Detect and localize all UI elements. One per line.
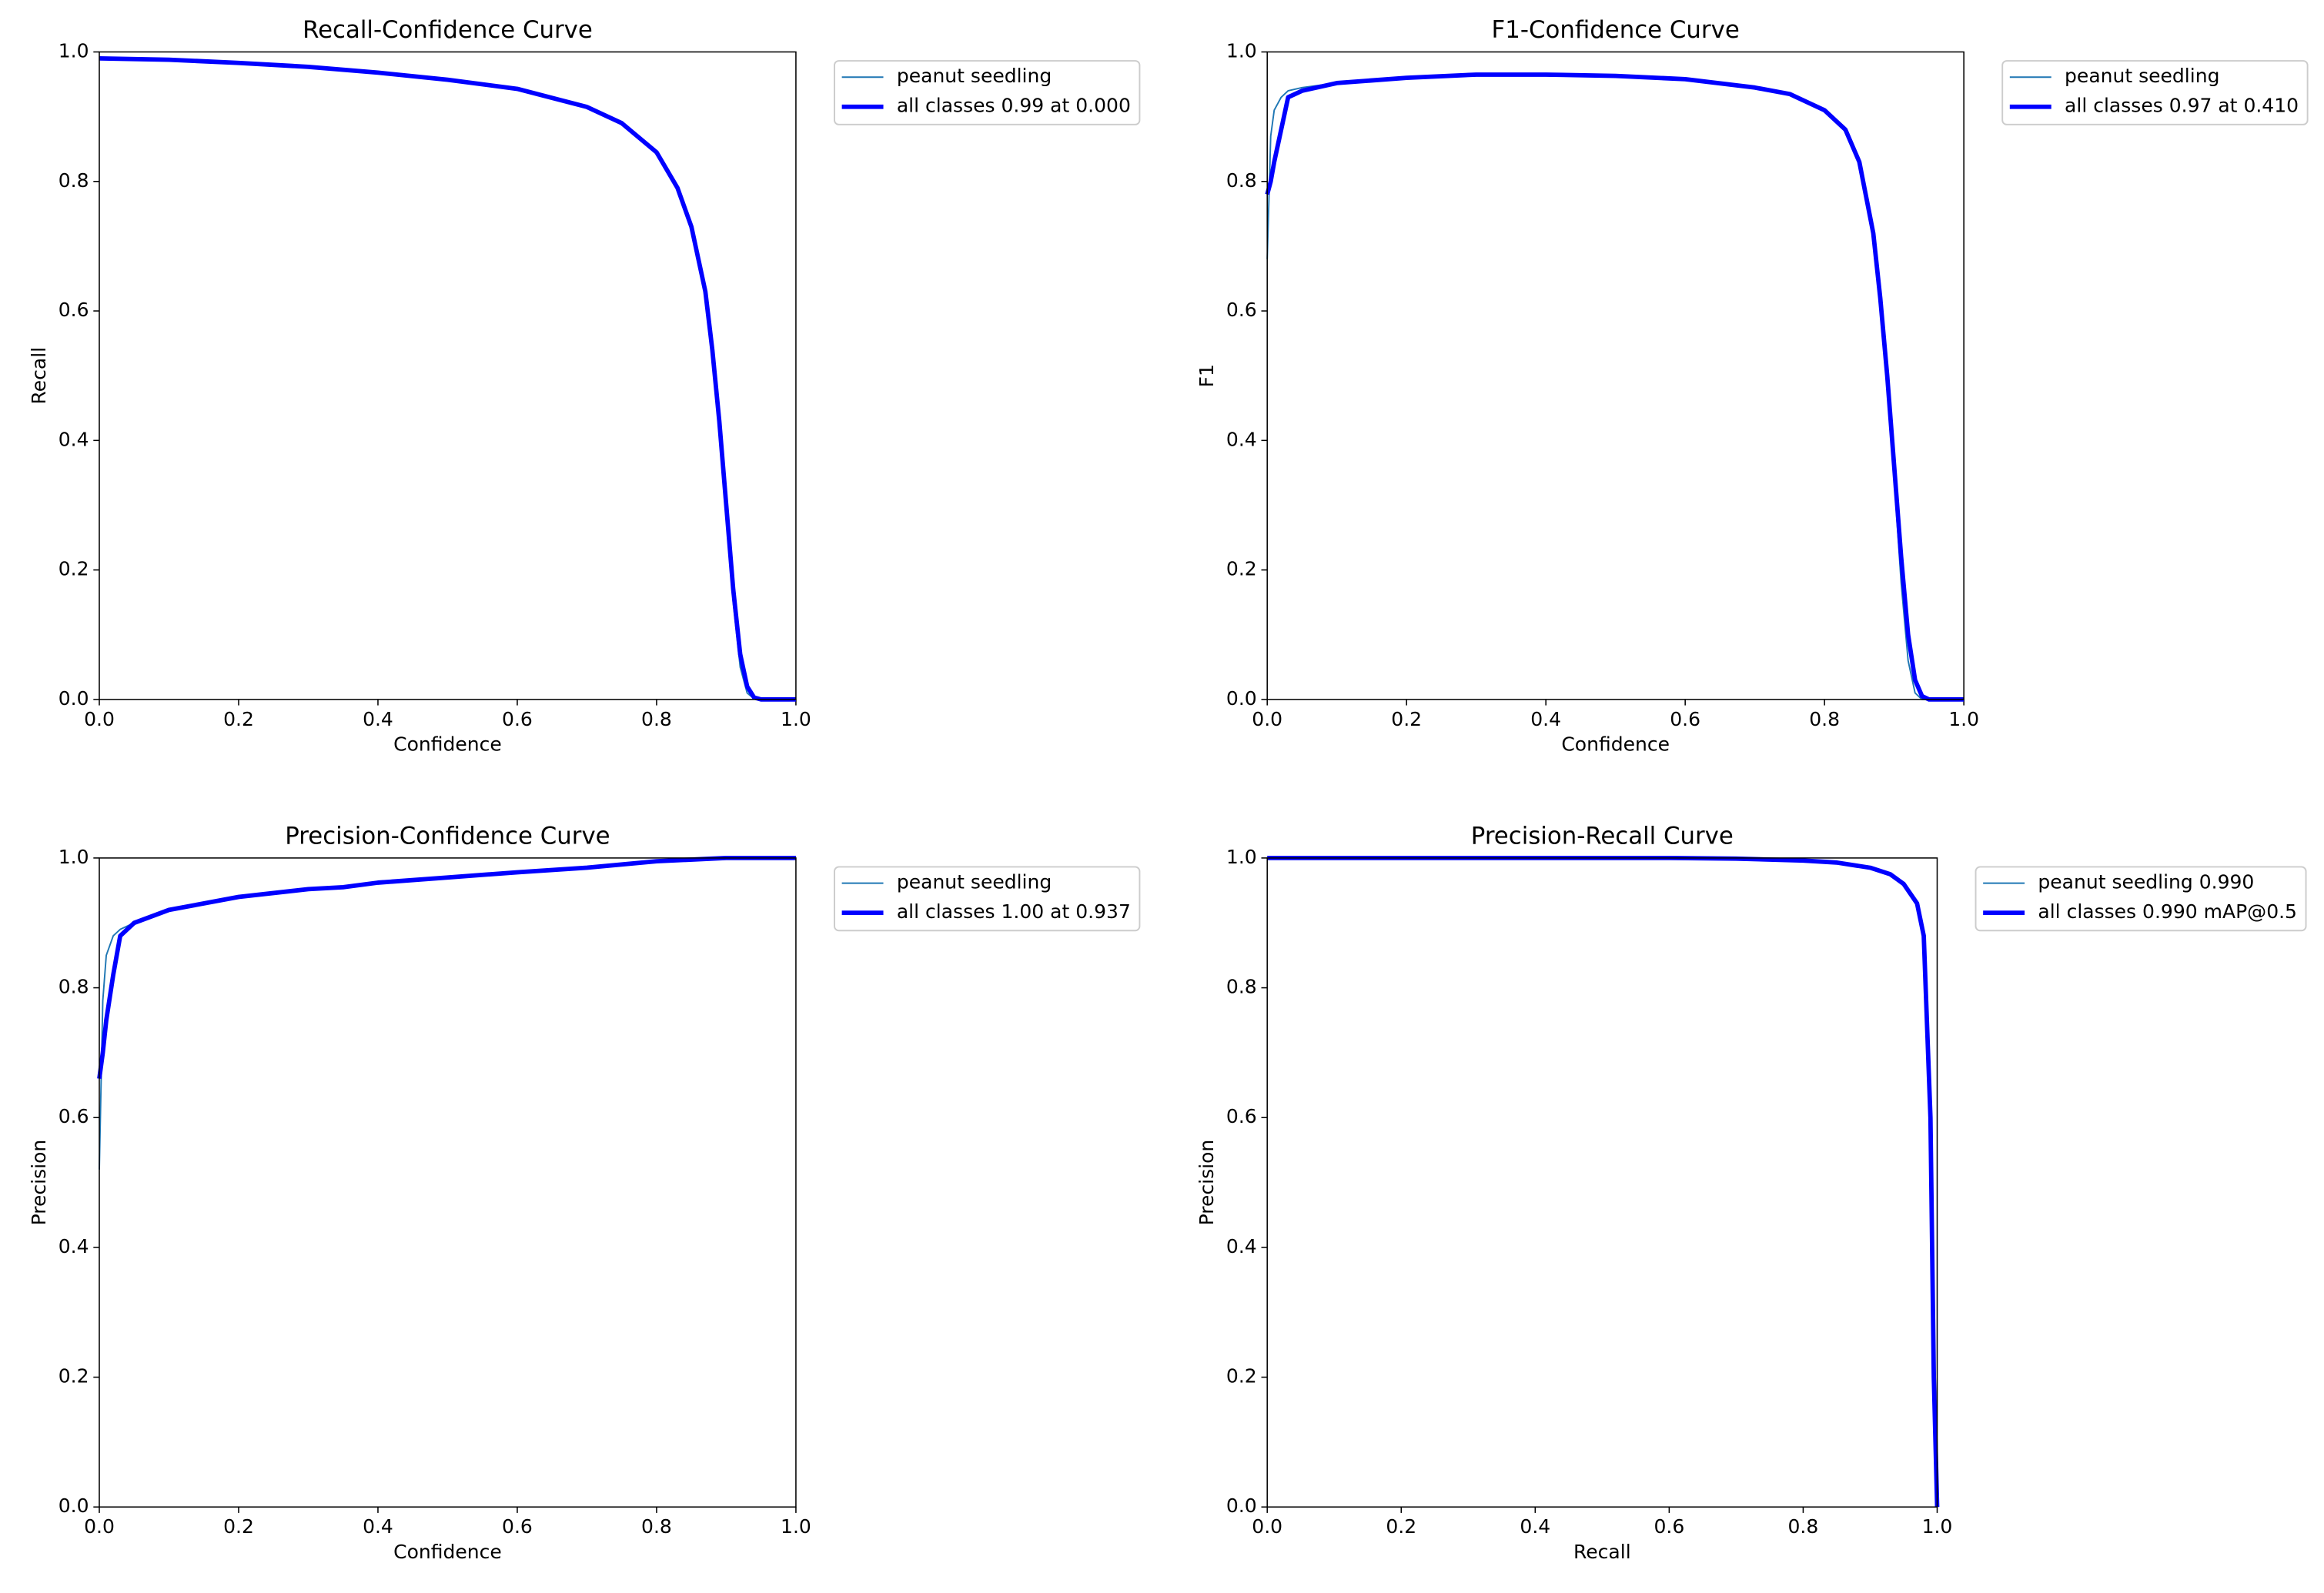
legend-label: all classes 0.99 at 0.000: [897, 95, 1131, 117]
y-tick-label: 0.8: [1226, 169, 1257, 192]
legend-frame: [834, 866, 1141, 932]
y-tick-label: 0.4: [1226, 428, 1257, 450]
legend-label: peanut seedling: [897, 871, 1052, 893]
x-tick-label: 0.2: [1391, 708, 1422, 730]
y-tick-label: 0.8: [59, 169, 89, 192]
subplot: Precision-Recall Curve Recall Precision 0.0…: [1195, 822, 2307, 1563]
y-tick-label: 1.0: [59, 39, 89, 62]
x-axis-label: Confidence: [393, 733, 502, 756]
chart-title: Precision-Confidence Curve: [285, 822, 610, 850]
y-tick-label: 1.0: [59, 846, 89, 868]
legend: peanut seedling 0.990 all classes 0.990 m…: [1975, 866, 2307, 932]
y-tick-label: 0.2: [59, 1365, 89, 1388]
legend: peanut seedling all classes 0.97 at 0.410: [2001, 60, 2309, 125]
x-tick-label: 0.0: [1252, 1515, 1282, 1538]
y-axis-label: Recall: [28, 347, 50, 405]
x-axis-label: Recall: [1573, 1541, 1631, 1563]
subplot: Precision-Confidence Curve Confidence Prec…: [28, 822, 1141, 1563]
curve: [1267, 857, 1938, 1508]
x-tick-label: 0.4: [363, 708, 393, 730]
y-tick-label: 0.4: [59, 1235, 89, 1257]
legend-label: peanut seedling: [2065, 65, 2219, 87]
x-axis-label: Confidence: [393, 1541, 502, 1563]
chart-title: F1-Confidence Curve: [1492, 16, 1740, 44]
x-tick-label: 0.8: [641, 1515, 672, 1538]
y-tick-label: 0.0: [59, 687, 89, 710]
subplot: Recall-Confidence Curve Confidence Recall 0…: [28, 16, 1141, 756]
x-tick-label: 1.0: [781, 708, 811, 730]
x-axis-label: Confidence: [1561, 733, 1670, 756]
x-tick-label: 0.0: [1252, 708, 1282, 730]
legend-frame: [2001, 60, 2309, 125]
y-tick-label: 0.2: [1226, 558, 1257, 580]
y-tick-label: 0.6: [1226, 1105, 1257, 1127]
y-tick-label: 0.2: [1226, 1365, 1257, 1388]
x-tick-label: 0.6: [502, 1515, 533, 1538]
chart-title: Recall-Confidence Curve: [303, 16, 593, 44]
y-tick-label: 0.4: [59, 428, 89, 450]
curve: [1265, 72, 1965, 702]
x-tick-label: 0.8: [641, 708, 672, 730]
x-tick-label: 0.8: [1788, 1515, 1819, 1538]
y-axis-label: Precision: [28, 1140, 50, 1226]
y-tick-label: 0.0: [1226, 687, 1257, 710]
x-tick-label: 0.8: [1809, 708, 1840, 730]
x-tick-label: 1.0: [1922, 1515, 1953, 1538]
y-tick-label: 1.0: [1226, 846, 1257, 868]
x-tick-label: 0.6: [1670, 708, 1700, 730]
curve: [97, 856, 796, 1080]
x-tick-label: 1.0: [1948, 708, 1979, 730]
legend: peanut seedling all classes 0.99 at 0.000: [834, 60, 1141, 125]
y-tick-label: 0.6: [59, 299, 89, 321]
x-tick-label: 0.0: [84, 1515, 115, 1538]
y-tick-label: 0.4: [1226, 1235, 1257, 1257]
legend-label: all classes 0.990 mAP@0.5: [2038, 900, 2297, 923]
y-axis-label: F1: [1195, 364, 1218, 387]
x-tick-label: 0.6: [502, 708, 533, 730]
y-tick-label: 0.6: [1226, 299, 1257, 321]
legend-label: peanut seedling 0.990: [2038, 871, 2254, 893]
y-tick-label: 0.0: [1226, 1494, 1257, 1517]
x-tick-label: 0.6: [1654, 1515, 1684, 1538]
y-axis-label: Precision: [1195, 1140, 1218, 1226]
plot-frame: [99, 51, 797, 700]
subplot: F1-Confidence Curve Confidence F1 0.0 0.2 0.4…: [1195, 16, 2309, 756]
y-tick-label: 0.8: [59, 976, 89, 998]
legend-label: all classes 1.00 at 0.937: [897, 900, 1131, 923]
plot-frame: [99, 857, 797, 1508]
x-tick-label: 0.2: [223, 1515, 254, 1538]
x-tick-label: 0.4: [363, 1515, 393, 1538]
x-tick-label: 0.4: [1520, 1515, 1550, 1538]
curve: [99, 57, 796, 700]
x-tick-label: 0.2: [223, 708, 254, 730]
curve: [99, 56, 796, 702]
legend: peanut seedling all classes 1.00 at 0.937: [834, 866, 1141, 932]
plot-frame: [1266, 857, 1938, 1508]
legend-frame: [834, 60, 1141, 125]
legend-label: all classes 0.97 at 0.410: [2065, 95, 2299, 117]
y-tick-label: 0.2: [59, 558, 89, 580]
x-tick-label: 0.2: [1386, 1515, 1416, 1538]
y-tick-label: 0.0: [59, 1494, 89, 1517]
legend-label: peanut seedling: [897, 65, 1052, 87]
legend-frame: [1975, 866, 2307, 932]
curve: [1267, 856, 1940, 1508]
chart-title: Precision-Recall Curve: [1471, 822, 1734, 850]
y-tick-label: 0.8: [1226, 976, 1257, 998]
x-tick-label: 0.4: [1530, 708, 1561, 730]
y-tick-label: 0.6: [59, 1105, 89, 1127]
x-tick-label: 0.0: [84, 708, 115, 730]
plot-frame: [1266, 51, 1965, 700]
y-tick-label: 1.0: [1226, 39, 1257, 62]
x-tick-label: 1.0: [781, 1515, 811, 1538]
